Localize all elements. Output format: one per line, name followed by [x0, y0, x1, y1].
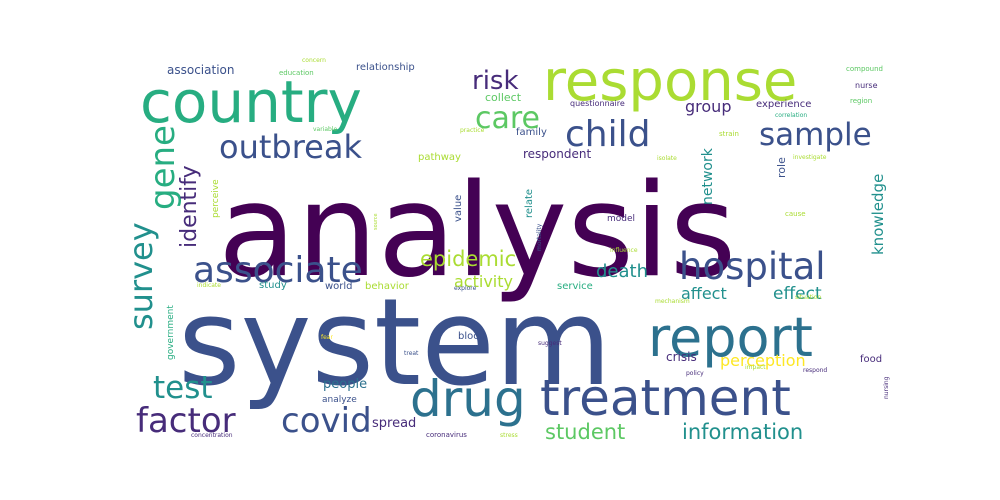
word-people: people — [323, 377, 367, 392]
word-food: food — [860, 354, 882, 365]
word-service: service — [557, 281, 593, 292]
word-respond: respond — [803, 367, 827, 374]
word-influence: influence — [610, 247, 638, 254]
word-crisis: crisis — [666, 350, 697, 364]
word-situation: situation — [795, 294, 821, 301]
word-analyze: analyze — [322, 395, 357, 405]
word-respondent: respondent — [523, 147, 591, 161]
word-variable: variable — [313, 126, 338, 133]
word-child: child — [565, 114, 650, 155]
word-isolate: isolate — [657, 155, 677, 162]
word-collect: collect — [485, 91, 522, 104]
word-value: value — [453, 195, 464, 222]
word-sample: sample — [759, 117, 872, 153]
word-epidemic: epidemic — [420, 247, 516, 271]
word-network: network — [700, 147, 716, 205]
word-factor: factor — [136, 401, 236, 441]
word-outbreak: outbreak — [219, 128, 362, 166]
word-student: student — [545, 420, 625, 444]
word-survey: survey — [122, 222, 160, 330]
word-risk: risk — [472, 66, 519, 96]
word-affect: affect — [681, 284, 727, 303]
word-group: group — [685, 97, 731, 116]
word-association: association — [167, 63, 234, 77]
word-drug: drug — [410, 370, 526, 428]
word-report: report — [648, 306, 813, 369]
word-impact: impact — [745, 364, 766, 371]
word-mechanism: mechanism — [655, 298, 690, 305]
word-test: test — [153, 370, 213, 406]
word-study: study — [259, 280, 287, 291]
word-concentration: concentration — [191, 432, 233, 439]
word-policy: policy — [686, 370, 704, 377]
word-hospital: hospital — [679, 245, 826, 288]
word-perceive: perceive — [211, 179, 221, 218]
word-suggest: suggest — [538, 340, 562, 347]
word-knowledge: knowledge — [869, 174, 887, 255]
word-covid: covid — [281, 401, 372, 441]
word-region: region — [850, 97, 872, 105]
word-death: death — [596, 261, 648, 282]
word-world: world — [325, 281, 353, 292]
word-nurse: nurse — [855, 81, 878, 90]
word-compound: compound — [846, 65, 883, 73]
word-analysis: analysis — [218, 157, 736, 306]
word-stress: stress — [500, 432, 518, 439]
word-spread: spread — [372, 416, 416, 431]
word-concern: concern — [302, 57, 326, 64]
word-treatment: treatment — [540, 369, 791, 427]
word-associate: associate — [193, 250, 363, 291]
word-fear: fear — [321, 334, 333, 341]
word-nursing: nursing — [883, 376, 890, 399]
word-response: response — [543, 49, 797, 114]
word-questionnaire: questionnaire — [570, 99, 625, 108]
word-system: system — [178, 274, 612, 413]
word-family: family — [516, 127, 547, 138]
word-cause: cause — [785, 210, 806, 218]
word-role: role — [775, 157, 788, 178]
word-treat: treat — [404, 350, 419, 357]
word-behavior: behavior — [365, 281, 410, 292]
word-government: government — [166, 305, 176, 360]
word-information: information — [682, 420, 803, 444]
word-mortality: mortality — [536, 223, 543, 251]
word-relationship: relationship — [356, 62, 415, 73]
word-education: education — [279, 69, 314, 77]
word-practice: practice — [460, 127, 485, 134]
word-experience: experience — [756, 99, 811, 110]
word-care: care — [475, 101, 540, 136]
word-perception: perception — [720, 351, 806, 370]
word-effect: effect — [773, 284, 822, 304]
word-relate: relate — [524, 189, 535, 218]
word-country: country — [140, 68, 362, 136]
word-model: model — [607, 214, 635, 224]
word-explore: explore — [454, 285, 477, 292]
word-investigate: investigate — [793, 154, 827, 161]
word-pathway: pathway — [418, 152, 461, 163]
word-strain: strain — [719, 130, 739, 138]
word-identify: identify — [177, 165, 202, 248]
word-gene: gene — [143, 125, 183, 210]
word-source: source — [373, 213, 379, 230]
word-activity: activity — [454, 272, 513, 291]
word-blood: blood — [458, 331, 486, 342]
word-coronavirus: coronavirus — [426, 431, 467, 439]
word-correlation: correlation — [775, 112, 807, 119]
word-indicate: indicate — [197, 282, 221, 289]
